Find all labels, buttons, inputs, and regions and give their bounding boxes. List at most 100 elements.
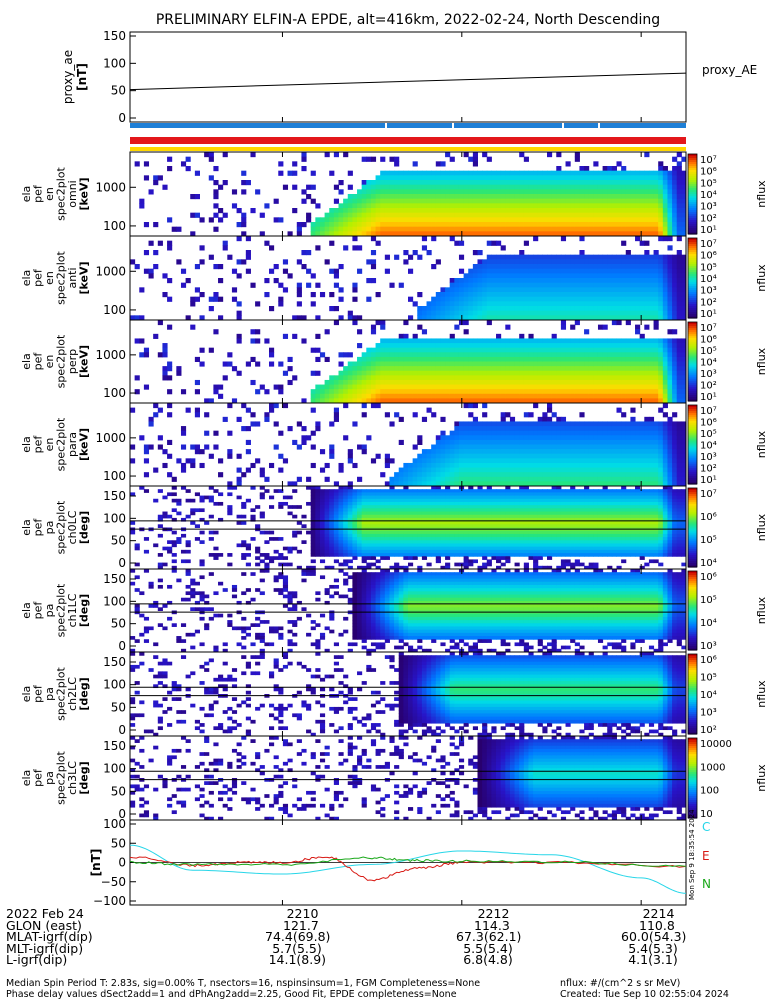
energy-para-cell [398, 481, 404, 487]
energy-anti-cell [227, 254, 233, 260]
energy-perp-cell [482, 384, 488, 390]
energy-para-cell [648, 476, 655, 482]
energy-omni-cell [296, 226, 302, 232]
energy-omni-cell [648, 212, 655, 218]
energy-perp-cell [236, 333, 242, 339]
energy-para-cell [472, 462, 478, 469]
energy-perp-cell [537, 389, 543, 395]
energy-anti-cell [653, 259, 659, 265]
energy-para-cell [662, 453, 668, 459]
energy-para-cell [584, 453, 590, 459]
energy-omni-cell [431, 170, 437, 176]
energy-perp-cell [162, 375, 168, 381]
energy-anti-cell [445, 306, 451, 312]
energy-para-cell [602, 472, 608, 478]
pa-ch0-cell [264, 530, 270, 535]
energy-perp-cell [167, 389, 173, 395]
energy-omni-ylabel-1: ela [20, 186, 33, 203]
energy-para-cell [644, 453, 650, 459]
energy-omni-cell [315, 222, 321, 228]
energy-anti-cell [190, 296, 196, 302]
energy-anti-cell [482, 278, 488, 284]
energy-perp-cell [514, 393, 520, 399]
energy-perp-cell [658, 338, 664, 344]
energy-omni-cell [310, 198, 316, 204]
energy-para-cell [398, 439, 404, 445]
energy-omni-colorbar-cell [688, 192, 697, 195]
energy-perp-cell [676, 352, 682, 358]
energy-omni-cell [681, 212, 687, 218]
energy-omni-cell [519, 194, 525, 200]
energy-omni-colorbar-cell [688, 174, 697, 177]
energy-omni-cell [468, 170, 474, 176]
energy-omni-cell [412, 222, 418, 228]
energy-anti-cell [463, 273, 469, 279]
energy-perp-cell [315, 333, 321, 339]
energy-anti-cell [551, 287, 557, 293]
energy-para-cell [662, 444, 668, 450]
energy-omni-cell [597, 212, 604, 218]
energy-perp-cell [500, 393, 506, 399]
energy-perp-cell [319, 389, 326, 395]
energy-para-cell [500, 453, 506, 459]
energy-anti-cell [523, 301, 529, 307]
energy-perp-cell [676, 338, 682, 344]
energy-omni-cell [509, 208, 516, 214]
energy-perp-cell [584, 329, 590, 335]
energy-anti-cell [551, 282, 557, 288]
energy-omni-cell [630, 184, 636, 190]
energy-omni-cell [667, 217, 673, 223]
energy-perp-cell [500, 379, 506, 386]
energy-omni-cell [384, 217, 390, 223]
energy-anti-cell [565, 315, 571, 321]
energy-omni-cell [662, 231, 668, 237]
energy-perp-cell [556, 370, 562, 376]
energy-para-cell [454, 476, 460, 482]
energy-perp-cell [445, 398, 451, 404]
energy-omni-cell [602, 189, 608, 195]
energy-para-cell [347, 453, 353, 459]
energy-anti-cell [542, 315, 548, 321]
energy-omni-cell [449, 170, 455, 176]
energy-omni-cell [496, 226, 502, 232]
energy-perp-cell [644, 389, 650, 395]
energy-omni-cell [384, 184, 390, 190]
energy-perp-cell [333, 320, 339, 326]
energy-omni-cell [565, 180, 571, 186]
energy-perp-cell [672, 329, 678, 335]
energy-anti-cell [352, 236, 358, 242]
energy-perp-cell [565, 338, 571, 344]
energy-para-cell [644, 416, 650, 422]
energy-para-cell [648, 416, 655, 422]
energy-para-cell [157, 435, 163, 441]
energy-anti-cell [579, 296, 585, 302]
energy-omni-cell [403, 203, 409, 209]
energy-omni-cell [301, 198, 307, 204]
energy-omni-cell [607, 180, 613, 186]
energy-omni-cell [537, 170, 543, 176]
energy-anti-cell [672, 306, 678, 312]
pa-ch0-cell [319, 508, 326, 513]
energy-omni-cell [556, 226, 562, 232]
energy-para-cell [403, 481, 409, 487]
energy-anti-cell [301, 264, 307, 270]
energy-perp-colorbar-cell [688, 359, 697, 363]
energy-perp-cell [389, 370, 395, 376]
energy-omni-cell [625, 170, 631, 176]
energy-anti-ylabel-3: en [43, 271, 56, 285]
energy-perp-cell [639, 384, 645, 390]
energy-anti-cell [505, 282, 511, 288]
energy-para-cell [681, 472, 687, 478]
energy-omni-cell [676, 175, 682, 181]
energy-para-cell [625, 439, 631, 445]
energy-omni-cell [588, 231, 594, 237]
energy-omni-cell [542, 189, 548, 195]
energy-omni-cell [648, 198, 655, 204]
energy-para-cell [662, 481, 668, 487]
energy-para-cell [245, 467, 251, 473]
energy-perp-cell [570, 366, 576, 372]
energy-anti-cell [449, 292, 455, 298]
energy-anti-cell [588, 296, 594, 302]
energy-para-cell [162, 449, 168, 455]
energy-omni-cell [639, 231, 645, 237]
